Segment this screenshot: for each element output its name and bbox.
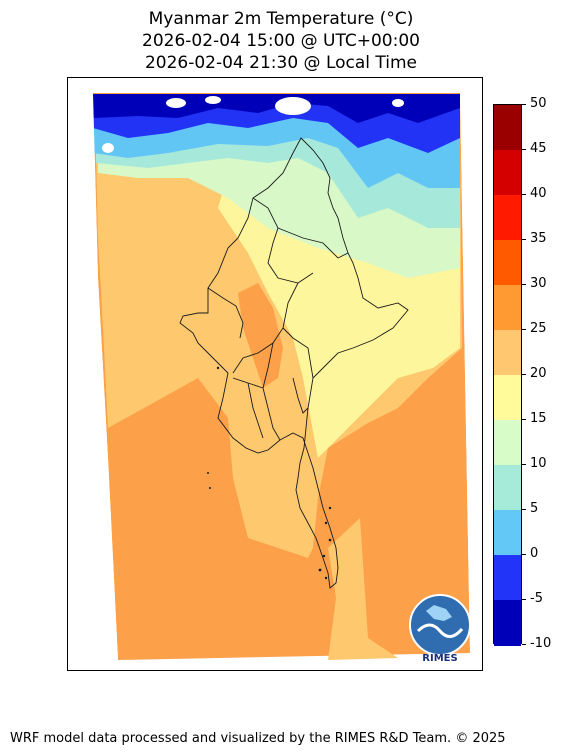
colorbar-tick <box>522 104 526 105</box>
rimes-globe-icon <box>409 594 471 656</box>
colorbar-tick-label: 50 <box>530 96 547 111</box>
colorbar-segment <box>494 600 521 646</box>
myanmar-outline <box>179 137 409 589</box>
colorbar-tick <box>522 509 526 510</box>
island <box>328 538 332 542</box>
colorbar-tick-label: 45 <box>530 141 547 156</box>
state-border <box>277 227 349 259</box>
colorbar-tick-label: -5 <box>530 591 543 606</box>
colorbar-tick <box>522 284 526 285</box>
rimes-wave-icon <box>416 623 464 638</box>
region-15-20-west <box>98 168 218 243</box>
colorbar-segment <box>494 330 521 376</box>
state-border <box>292 377 309 414</box>
no-data-patch <box>275 97 311 115</box>
colorbar-tick <box>522 419 526 420</box>
state-border <box>207 287 244 339</box>
colorbar-segment <box>494 375 521 421</box>
colorbar-tick-label: -10 <box>530 636 552 651</box>
colorbar-tick <box>522 464 526 465</box>
colorbar-tick <box>522 149 526 150</box>
colorbar-tick <box>522 599 526 600</box>
central-warm-patch <box>238 283 283 388</box>
colorbar-tick-label: 0 <box>530 546 539 561</box>
colorbar-segment <box>494 555 521 601</box>
island <box>324 576 328 580</box>
island <box>328 506 332 510</box>
island <box>207 472 209 474</box>
title-line-2: 2026-02-04 15:00 @ UTC+00:00 <box>142 31 420 51</box>
colorbar-segment <box>494 510 521 556</box>
coastal-band-south <box>328 518 398 660</box>
state-border <box>282 327 314 379</box>
out-of-domain-left <box>68 78 118 670</box>
colorbar-tick-label: 25 <box>530 321 547 336</box>
state-border <box>262 342 281 441</box>
colorbar-segment <box>494 285 521 331</box>
temperature-map: RIMES <box>68 78 482 670</box>
colorbar-tick-label: 30 <box>530 276 547 291</box>
no-data-patch <box>392 99 404 107</box>
logo-text: RIMES <box>422 653 457 664</box>
colorbar-segment <box>494 465 521 511</box>
colorbar-tick <box>522 194 526 195</box>
colorbar-tick <box>522 239 526 240</box>
map-panel: RIMES <box>67 77 483 671</box>
state-border <box>252 197 314 284</box>
colorbar-tick-label: 10 <box>530 456 547 471</box>
out-of-domain-bottom <box>68 660 482 670</box>
no-data-patch <box>102 143 114 153</box>
colorbar-tick-label: 40 <box>530 186 547 201</box>
colorbar-tick-label: 20 <box>530 366 547 381</box>
island <box>318 568 322 572</box>
out-of-domain-top <box>68 78 482 93</box>
colorbar-tick-label: 15 <box>530 411 547 426</box>
out-of-domain-right <box>460 78 482 670</box>
island <box>322 554 326 558</box>
colorbar <box>493 104 522 646</box>
island <box>209 487 211 489</box>
colorbar-tick <box>522 374 526 375</box>
borders <box>179 137 409 589</box>
rimes-land-icon <box>426 605 452 621</box>
island <box>216 366 220 370</box>
colorbar-tick-label: 35 <box>530 231 547 246</box>
colorbar-tick <box>522 554 526 555</box>
colorbar-segment <box>494 420 521 466</box>
islands <box>207 366 332 580</box>
colorbar-tick <box>522 644 526 645</box>
no-data-patch <box>205 96 221 104</box>
colorbar-segment <box>494 150 521 196</box>
colorbar-segment <box>494 195 521 241</box>
colorbar-tick <box>522 329 526 330</box>
state-border <box>247 382 264 439</box>
colorbar-segment <box>494 240 521 286</box>
island <box>324 521 328 525</box>
colorbar-tick-label: 5 <box>530 501 539 516</box>
rimes-logo: RIMES <box>409 594 471 664</box>
no-data-patch <box>166 98 186 108</box>
title-line-3: 2026-02-04 21:30 @ Local Time <box>144 53 418 73</box>
footer-credit: WRF model data processed and visualized … <box>10 731 506 746</box>
colorbar-segment <box>494 105 521 151</box>
title-line-1: Myanmar 2m Temperature (°C) <box>148 9 414 29</box>
